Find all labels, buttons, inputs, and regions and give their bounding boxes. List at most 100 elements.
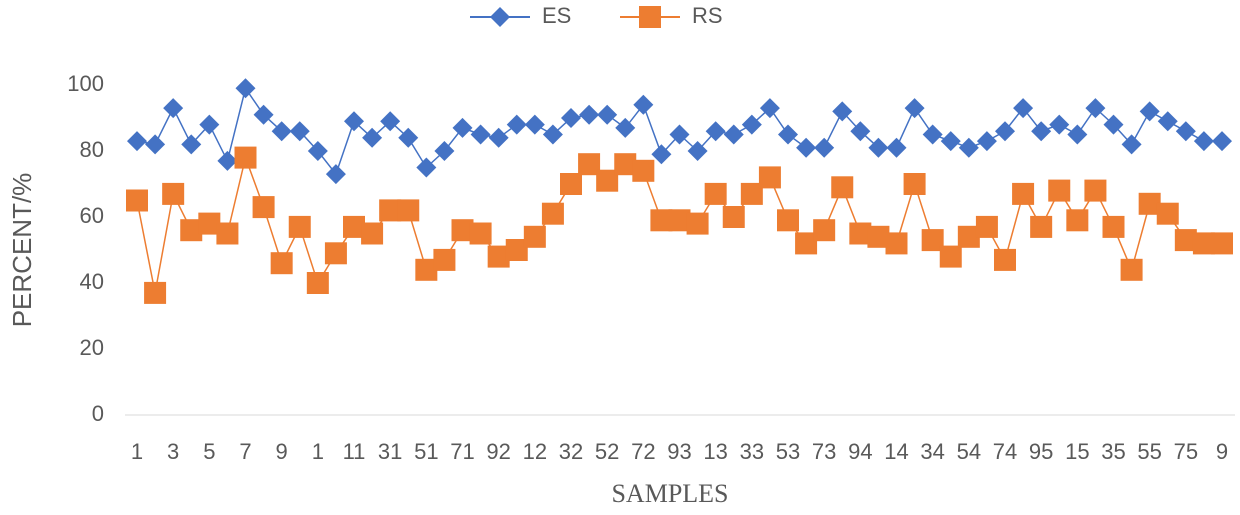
data-point: [633, 94, 654, 115]
data-point: [650, 209, 673, 232]
data-point: [252, 196, 275, 219]
data-point: [976, 131, 997, 152]
x-tick-label: 52: [595, 439, 619, 464]
data-point: [669, 124, 690, 145]
data-point: [362, 127, 383, 148]
data-point: [524, 114, 545, 135]
data-point: [705, 121, 726, 142]
data-point: [1212, 131, 1232, 152]
data-point: [758, 166, 781, 189]
x-tick-label: 74: [993, 439, 1017, 464]
x-tick-label: 14: [884, 439, 908, 464]
data-point: [995, 121, 1015, 142]
x-tick-label: 33: [740, 439, 764, 464]
data-point: [488, 127, 509, 148]
data-point: [325, 164, 346, 185]
x-tick-label: 75: [1174, 439, 1198, 464]
x-tick-label: 72: [631, 439, 655, 464]
data-point: [433, 248, 456, 271]
data-point: [886, 137, 907, 158]
data-point: [542, 124, 563, 145]
data-point: [144, 281, 167, 304]
data-point: [868, 137, 889, 158]
data-point: [904, 98, 925, 119]
x-tick-label: 31: [378, 439, 402, 464]
x-tick-label: 32: [559, 439, 583, 464]
x-tick-label: 71: [450, 439, 474, 464]
data-point: [1193, 131, 1214, 152]
data-point: [487, 245, 510, 268]
data-point: [451, 219, 474, 242]
data-point: [235, 78, 256, 99]
data-point: [1030, 215, 1053, 238]
data-point: [397, 199, 420, 222]
x-axis-title: SAMPLES: [611, 479, 728, 508]
data-point: [162, 182, 185, 205]
data-point: [958, 137, 979, 158]
x-tick-label: 11: [343, 439, 366, 464]
legend-marker: [639, 6, 661, 28]
data-point: [994, 248, 1016, 271]
data-point: [1066, 209, 1089, 232]
data-point: [921, 229, 944, 252]
x-tick-label: 34: [920, 439, 944, 464]
data-point: [506, 114, 527, 135]
data-point: [741, 114, 762, 135]
x-tick-label: 55: [1137, 439, 1161, 464]
y-tick-label: 60: [80, 203, 104, 228]
data-point: [632, 159, 655, 182]
data-point: [145, 134, 166, 155]
data-point: [687, 141, 708, 161]
data-point: [1211, 232, 1233, 255]
data-point: [324, 242, 347, 265]
data-point: [416, 157, 437, 178]
y-tick-label: 0: [92, 401, 104, 426]
data-point: [452, 117, 473, 138]
data-point: [1049, 114, 1070, 135]
data-point: [1139, 101, 1160, 122]
x-tick-label: 54: [957, 439, 981, 464]
data-point: [922, 124, 943, 145]
data-point: [199, 114, 220, 135]
data-point: [1031, 121, 1052, 142]
data-point: [181, 134, 202, 155]
data-point: [722, 206, 745, 228]
data-point: [253, 104, 274, 125]
data-point: [470, 124, 491, 145]
x-tick-label: 51: [414, 439, 438, 464]
data-point: [796, 137, 817, 158]
data-point: [597, 104, 618, 125]
x-tick-label: 53: [776, 439, 800, 464]
data-point: [288, 215, 311, 238]
x-tick-label: 9: [1216, 439, 1228, 464]
data-point: [813, 219, 836, 242]
data-point: [398, 127, 419, 148]
x-tick-label: 3: [167, 439, 179, 464]
x-tick-label: 12: [523, 439, 547, 464]
data-point: [523, 225, 546, 248]
data-point: [1138, 192, 1161, 215]
data-point: [795, 232, 818, 255]
y-tick-label: 20: [80, 335, 104, 360]
data-point: [361, 222, 384, 245]
data-point: [723, 124, 744, 145]
y-tick-label: 80: [80, 137, 104, 162]
data-point: [1084, 179, 1107, 202]
data-point: [1102, 215, 1125, 238]
data-point: [850, 121, 871, 142]
x-tick-label: 95: [1029, 439, 1053, 464]
data-point: [1192, 232, 1215, 255]
x-tick-label: 92: [486, 439, 510, 464]
data-point: [344, 111, 364, 132]
data-point: [939, 245, 962, 268]
data-point: [415, 258, 438, 281]
x-tick-label: 5: [203, 439, 215, 464]
data-point: [814, 137, 835, 158]
legend-label: RS: [692, 3, 723, 28]
x-tick-label: 1: [131, 439, 143, 464]
data-point: [1103, 114, 1124, 135]
x-tick-label: 7: [239, 439, 251, 464]
legend-label: ES: [542, 3, 571, 28]
data-point: [849, 222, 872, 245]
